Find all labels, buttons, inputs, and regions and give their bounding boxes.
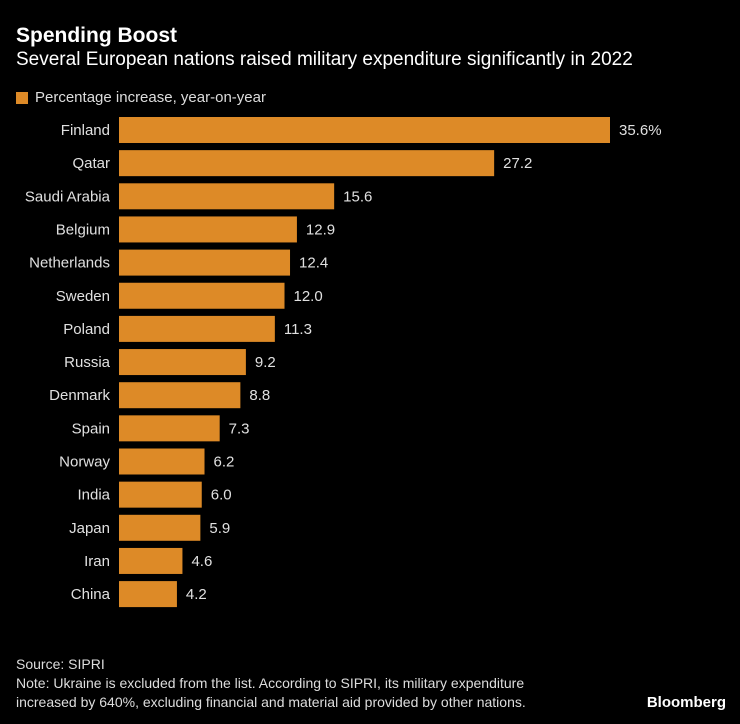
note-line-1: Note: Ukraine is excluded from the list.…	[16, 675, 525, 691]
category-label: Russia	[64, 354, 111, 371]
note-line-2: increased by 640%, excluding financial a…	[16, 694, 526, 710]
data-label: 8.8	[249, 387, 270, 404]
bar-netherlands	[119, 249, 291, 276]
category-label: Qatar	[72, 155, 110, 172]
bar-denmark	[119, 382, 241, 409]
legend-label: Percentage increase, year-on-year	[35, 89, 266, 106]
data-label: 12.4	[299, 255, 328, 272]
category-label: Netherlands	[29, 255, 110, 272]
category-label: India	[77, 487, 110, 504]
bar-finland	[119, 117, 610, 143]
bar-poland	[119, 315, 275, 342]
data-label: 9.2	[255, 354, 276, 371]
category-label: Iran	[84, 553, 110, 570]
category-label: Sweden	[56, 288, 110, 305]
category-label: China	[71, 586, 111, 603]
category-label: Belgium	[56, 221, 110, 238]
bar-qatar	[119, 150, 495, 177]
data-label: 4.2	[186, 586, 207, 603]
category-label: Finland	[61, 122, 110, 139]
category-label: Spain	[72, 420, 110, 437]
data-label: 11.3	[284, 321, 312, 338]
chart-subtitle: Several European nations raised military…	[16, 49, 633, 70]
category-label: Japan	[69, 520, 110, 537]
bar-russia	[119, 349, 246, 376]
data-label: 35.6%	[619, 122, 662, 139]
data-label: 5.9	[209, 520, 230, 537]
data-label: 7.3	[229, 420, 250, 437]
bar-norway	[119, 448, 205, 475]
bar-saudi-arabia	[119, 183, 335, 210]
legend: Percentage increase, year-on-year	[16, 89, 266, 106]
bar-sweden	[119, 282, 285, 309]
bar-iran	[119, 547, 183, 574]
data-label: 6.0	[211, 487, 232, 504]
bar-spain	[119, 415, 220, 442]
bar-india	[119, 481, 202, 508]
category-label: Poland	[63, 321, 110, 338]
chart-title: Spending Boost	[16, 24, 177, 47]
data-label: 6.2	[214, 454, 235, 471]
category-label: Norway	[59, 454, 110, 471]
data-label: 12.9	[306, 221, 335, 238]
source: Source: SIPRI	[16, 656, 105, 672]
data-label: 12.0	[294, 288, 323, 305]
legend-swatch	[16, 91, 28, 104]
data-label: 4.6	[191, 553, 212, 570]
data-label: 27.2	[503, 155, 532, 172]
bloomberg-logo: Bloomberg	[646, 694, 726, 711]
data-label: 15.6	[343, 188, 372, 205]
category-label: Saudi Arabia	[25, 188, 111, 205]
bar-japan	[119, 514, 201, 541]
category-label: Denmark	[49, 387, 110, 404]
bar-belgium	[119, 216, 297, 243]
bar-china	[119, 581, 177, 608]
